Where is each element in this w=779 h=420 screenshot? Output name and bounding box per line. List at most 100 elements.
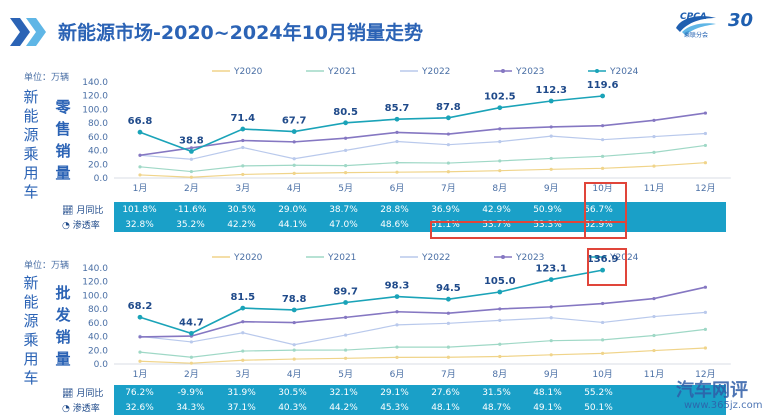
unit-label: 单位：万辆 — [24, 73, 70, 83]
side-label-strong-char: 销 — [55, 142, 71, 160]
data-point-y2024 — [446, 115, 451, 121]
legend-marker — [595, 69, 599, 73]
side-label-char: 车 — [23, 183, 39, 201]
data-point-y2022 — [189, 157, 193, 161]
cpca-logo: CPCA 乘联分会 — [672, 12, 720, 40]
data-label: 105.0 — [484, 276, 516, 287]
side-label-strong-char: 零 — [55, 98, 71, 116]
table-cell: 48.1% — [420, 400, 471, 415]
x-tick-label: 1月 — [133, 369, 148, 380]
table-cell: 50.9% — [522, 202, 573, 217]
series-line-y2024 — [139, 95, 603, 153]
side-label-strong-group: 零 售 销 量 — [54, 96, 72, 184]
data-point-y2024 — [394, 116, 400, 122]
side-label-strong-char: 售 — [55, 120, 71, 138]
legend-label: Y2024 — [609, 67, 639, 77]
table-cell: 53.7% — [471, 217, 522, 232]
data-point-y2020 — [601, 166, 605, 170]
data-point-y2021 — [601, 154, 605, 158]
data-point-y2021 — [292, 348, 296, 352]
table-cell — [624, 385, 675, 400]
data-point-y2022 — [344, 148, 348, 152]
retail-line-chart: 0.0 20.0 40.0 60.0 80.0 100.0 120.0 140.0 1月 2月 3月… — [82, 67, 731, 194]
y-tick-label: 140.0 — [82, 78, 108, 88]
row-label-cell: ◔ 渗透率 — [58, 217, 114, 232]
side-label-strong-char: 量 — [55, 350, 71, 368]
table-cell: 36.9% — [420, 202, 471, 217]
data-label: 80.5 — [333, 107, 358, 118]
data-point-y2023 — [292, 140, 296, 144]
data-label: 38.8 — [179, 135, 204, 146]
table-cell: 48.6% — [369, 217, 420, 232]
side-label-strong-group: 批 发 销 量 — [54, 282, 72, 370]
data-point-y2020 — [703, 161, 708, 165]
data-point-y2023 — [241, 138, 245, 143]
line-chart-icon: 📈︎ — [62, 389, 74, 399]
row-label-cell: ◔ 渗透率 — [58, 400, 114, 415]
side-label-char: 新 — [23, 88, 39, 106]
x-tick-label: 4月 — [287, 369, 302, 380]
series-line-y2020 — [139, 347, 706, 364]
data-point-y2021 — [446, 161, 450, 165]
data-point-y2023 — [549, 125, 553, 129]
x-tick-label: 7月 — [441, 183, 456, 194]
data-point-y2021 — [241, 349, 245, 353]
data-point-y2024 — [600, 267, 605, 273]
y-tick-label: 120.0 — [82, 92, 108, 102]
data-label: 87.8 — [436, 102, 461, 113]
table-cell: -9.9% — [165, 385, 216, 400]
table-cell: 44.1% — [267, 217, 318, 232]
table-cell: 51.1% — [420, 217, 471, 232]
data-point-y2022 — [549, 134, 553, 138]
data-point-y2024 — [291, 307, 297, 313]
series-line-y2022 — [139, 311, 706, 346]
data-point-y2020 — [292, 357, 296, 361]
side-label-strong-char: 销 — [55, 328, 71, 346]
data-point-y2024 — [240, 305, 246, 311]
table-cell: -11.6% — [165, 202, 216, 217]
data-point-y2023 — [601, 301, 605, 306]
legend-marker — [501, 255, 505, 259]
table-cell: 30.5% — [267, 385, 318, 400]
data-point-y2022 — [446, 143, 450, 147]
table-cell — [675, 217, 726, 232]
table-cell: 28.8% — [369, 202, 420, 217]
side-label-strong-char: 量 — [55, 164, 71, 182]
data-label: 68.2 — [128, 301, 153, 312]
y-tick-label: 100.0 — [82, 291, 108, 301]
side-label-char: 源 — [23, 126, 39, 144]
legend-label: Y2021 — [327, 253, 356, 263]
legend-label: Y2022 — [421, 67, 450, 77]
table-cell: 29.0% — [267, 202, 318, 217]
table-cell: 53.3% — [522, 217, 573, 232]
data-point-y2023 — [446, 311, 450, 315]
data-point-y2020 — [652, 164, 656, 168]
side-label-group: 新 能 源 乘 用 车 — [22, 88, 40, 202]
data-point-y2022 — [241, 145, 245, 150]
data-label: 102.5 — [484, 92, 516, 103]
watermark-url: www.365jz.com — [684, 400, 763, 411]
data-point-y2022 — [446, 321, 450, 325]
data-point-y2023 — [703, 285, 708, 289]
data-point-y2023 — [446, 132, 450, 136]
data-label: 123.1 — [535, 264, 567, 275]
data-point-y2020 — [395, 355, 399, 359]
data-point-y2024 — [394, 294, 400, 299]
data-point-y2020 — [446, 355, 450, 359]
x-tick-label: 2月 — [184, 369, 199, 380]
table-cell — [675, 400, 726, 415]
data-label: 67.7 — [282, 116, 307, 127]
data-point-y2020 — [652, 348, 656, 353]
x-tick-label: 9月 — [544, 183, 559, 194]
data-point-y2023 — [344, 315, 348, 319]
row-label: 月同比 — [76, 389, 104, 399]
table-cell — [624, 202, 675, 217]
legend-marker — [501, 69, 505, 73]
x-tick-label: 6月 — [390, 183, 405, 194]
data-point-y2020 — [549, 353, 553, 357]
x-tick-label: 5月 — [338, 183, 353, 194]
table-cell: 50.1% — [573, 400, 624, 415]
data-point-y2023 — [292, 320, 296, 325]
data-point-y2021 — [189, 169, 193, 174]
table-cell: 40.3% — [267, 400, 318, 415]
